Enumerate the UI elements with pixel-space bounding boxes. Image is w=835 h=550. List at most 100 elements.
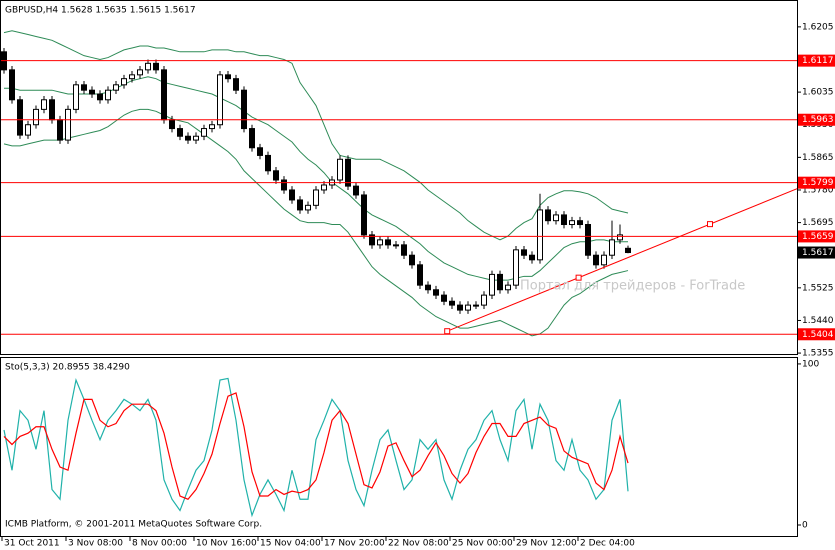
- candle-body: [577, 220, 583, 226]
- candle-body: [193, 135, 199, 141]
- candle-body: [105, 89, 111, 101]
- level-label: 1.5404: [802, 330, 834, 340]
- candle-body: [9, 69, 15, 101]
- x-tick-label: 17 Nov 20:00: [324, 539, 385, 549]
- x-tick-label: 31 Oct 2011: [4, 539, 60, 549]
- candle-body: [297, 199, 303, 211]
- candle-body: [353, 185, 359, 196]
- candle-body: [41, 99, 47, 110]
- stochastic-plot: [3, 377, 629, 518]
- x-tick-label: 10 Nov 16:00: [196, 539, 257, 549]
- trendline: [447, 188, 797, 332]
- trendline-handle: [575, 274, 582, 281]
- y-tick-label: 1.5440: [802, 316, 834, 326]
- candle-body: [185, 135, 191, 141]
- candle-body: [585, 224, 591, 256]
- candle-body: [481, 294, 487, 306]
- candle-body: [425, 284, 431, 291]
- candle-body: [121, 78, 127, 86]
- level-label-box: [798, 54, 835, 67]
- oscillator-line: [3, 377, 629, 518]
- indicator-title: Sto(5,3,3) 20.8955 38.4290: [5, 363, 130, 373]
- candle-body: [457, 304, 463, 311]
- candle-body: [377, 239, 383, 246]
- y-tick-label: 1.5695: [802, 218, 834, 228]
- candle-body: [609, 239, 615, 256]
- candle-body: [337, 158, 343, 181]
- candle-body: [529, 254, 535, 261]
- candle-body: [33, 108, 39, 126]
- candle-body: [289, 189, 295, 201]
- candle-body: [305, 204, 311, 211]
- candle-body: [17, 99, 23, 136]
- candle-body: [545, 209, 551, 222]
- candle-body: [569, 220, 575, 226]
- price-label-box: [798, 246, 835, 259]
- level-label: 1.5659: [802, 232, 834, 242]
- y-tick-label: 1.5355: [802, 349, 834, 359]
- trendline-handle: [444, 328, 451, 335]
- price-label: 1.5617: [802, 248, 834, 258]
- candle-body: [561, 214, 567, 226]
- candle-body: [465, 304, 471, 311]
- candle-body: [473, 304, 479, 307]
- candle-body: [225, 74, 231, 80]
- y-tick-label: 1.5865: [802, 153, 834, 163]
- y-tick-label: 0: [802, 521, 808, 531]
- bollinger-band: [3, 108, 629, 337]
- candle-body: [241, 89, 247, 130]
- x-tick-label: 25 Nov 00:00: [452, 539, 513, 549]
- candle-body: [217, 74, 223, 126]
- x-tick-label: 8 Nov 00:00: [132, 539, 187, 549]
- bollinger-band: [3, 30, 629, 241]
- candle-body: [169, 119, 175, 130]
- trendline-handle: [707, 221, 713, 228]
- candle-body: [321, 184, 327, 191]
- x-tick-label: 22 Nov 08:00: [388, 539, 449, 549]
- candle-body: [73, 84, 79, 110]
- candle-body: [417, 264, 423, 286]
- candle-body: [89, 89, 95, 95]
- candle-body: [489, 273, 495, 296]
- candle-body: [153, 62, 159, 71]
- level-label-box: [798, 230, 835, 243]
- x-tick-label: 2 Dec 04:00: [580, 539, 635, 549]
- y-tick-label: 1.5780: [802, 185, 834, 195]
- candle-body: [161, 69, 167, 121]
- candle-body: [625, 247, 631, 254]
- candle-body: [497, 273, 503, 291]
- candle-body: [537, 209, 543, 261]
- level-label-box: [798, 328, 835, 341]
- candle-body: [393, 244, 399, 247]
- stochastic-pane: [0, 357, 798, 537]
- candle-body: [25, 124, 31, 136]
- x-tick-label: 29 Nov 12:00: [516, 539, 577, 549]
- candle-body: [513, 249, 519, 286]
- candle-body: [441, 294, 447, 302]
- candle-body: [233, 78, 239, 91]
- candle-body: [249, 128, 255, 149]
- y-tick-label: 1.5525: [802, 283, 834, 293]
- candle-body: [265, 154, 271, 172]
- candle-body: [385, 239, 391, 246]
- watermark: Портал для трейдеров - ForTrade: [520, 279, 745, 294]
- candle-body: [209, 124, 215, 130]
- candle-body: [273, 170, 279, 181]
- candle-body: [593, 254, 599, 266]
- main-plot: [1, 30, 797, 337]
- level-label-box: [798, 176, 835, 189]
- x-tick-label: 15 Nov 04:00: [260, 539, 321, 549]
- chart-title: GBPUSD,H4 1.5628 1.5635 1.5615 1.5617: [5, 6, 196, 16]
- candle-body: [281, 179, 287, 191]
- candle-body: [65, 108, 71, 141]
- candle-body: [345, 158, 351, 187]
- main-pane: [0, 0, 798, 355]
- candle-body: [361, 194, 367, 236]
- candle-body: [601, 254, 607, 266]
- level-label-box: [798, 113, 835, 126]
- candle-body: [57, 119, 63, 141]
- candle-body: [201, 128, 207, 137]
- candle-body: [553, 214, 559, 222]
- candle-body: [617, 234, 623, 241]
